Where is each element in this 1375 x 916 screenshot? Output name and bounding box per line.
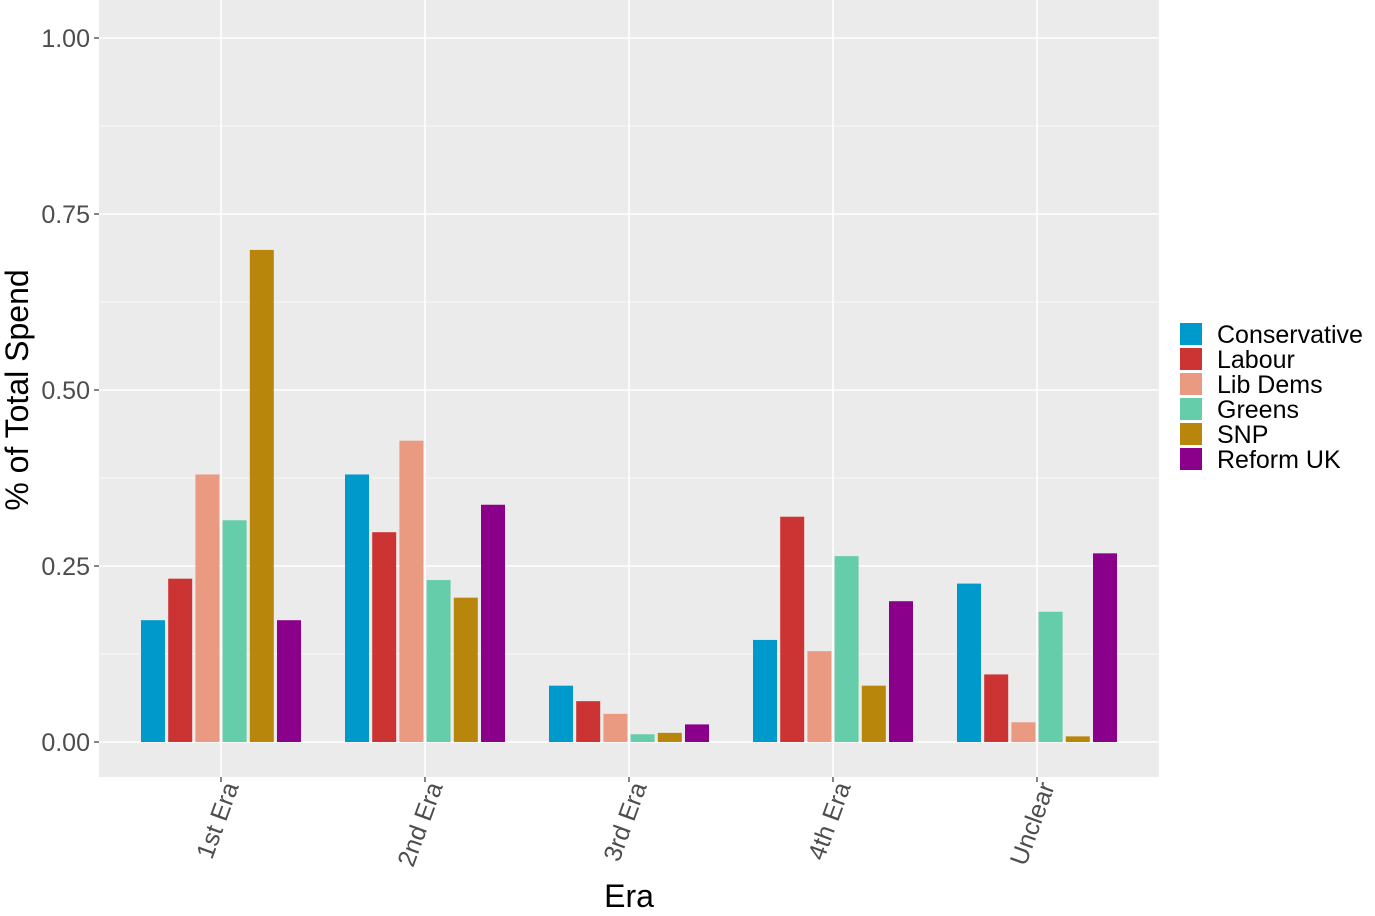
bar-greens-1st-era — [222, 520, 247, 742]
legend-label: Reform UK — [1217, 446, 1341, 474]
x-tick-label: 4th Era — [803, 778, 857, 863]
y-tick-label: 0.50 — [41, 377, 90, 405]
bar-greens-3rd-era — [630, 734, 655, 742]
y-tick-label: 0.25 — [41, 553, 90, 581]
y-tick-label: 0.75 — [41, 201, 90, 229]
bar-snp-4th-era — [861, 685, 886, 742]
bar-greens-2nd-era — [426, 580, 451, 742]
bar-lib-dems-3rd-era — [603, 713, 628, 742]
bars — [141, 249, 1117, 743]
y-axis: 0.00 0.25 0.50 0.75 1.00 — [41, 25, 99, 757]
legend-label: Conservative — [1217, 321, 1363, 349]
bar-lib-dems-1st-era — [195, 474, 220, 742]
y-tick-label: 0.00 — [41, 729, 90, 757]
bar-conservative-1st-era — [141, 620, 165, 742]
bar-snp-2nd-era — [453, 597, 478, 742]
grid-lines — [99, 0, 1159, 777]
bar-reform-uk-4th-era — [889, 601, 913, 742]
bar-snp-3rd-era — [657, 732, 682, 742]
bar-snp-unclear — [1065, 736, 1090, 742]
bar-labour-unclear — [984, 674, 1009, 742]
x-tick-label: 3rd Era — [598, 778, 652, 865]
legend-key-greens — [1180, 398, 1202, 420]
bar-reform-uk-3rd-era — [685, 724, 709, 742]
bar-reform-uk-2nd-era — [481, 504, 505, 742]
x-axis-title: Era — [604, 878, 654, 911]
x-tick-label: 1st Era — [191, 778, 244, 862]
bar-snp-1st-era — [249, 249, 274, 743]
legend-key-labour — [1180, 348, 1202, 370]
y-axis-title: % of Total Spend — [0, 269, 35, 510]
bar-reform-uk-1st-era — [277, 620, 301, 742]
bar-greens-unclear — [1038, 611, 1063, 742]
bar-reform-uk-unclear — [1093, 553, 1117, 742]
bar-conservative-4th-era — [753, 639, 777, 742]
bar-conservative-unclear — [957, 583, 981, 742]
legend-key-lib-dems — [1180, 373, 1202, 395]
legend-label: SNP — [1217, 421, 1268, 449]
y-tick-label: 1.00 — [41, 25, 90, 53]
x-axis: 1st Era 2nd Era 3rd Era 4th Era Unclear — [191, 777, 1061, 870]
legend-label: Greens — [1217, 396, 1299, 424]
bar-labour-3rd-era — [576, 701, 601, 742]
bar-conservative-2nd-era — [345, 474, 369, 742]
legend-label: Lib Dems — [1217, 371, 1323, 399]
bar-lib-dems-unclear — [1011, 722, 1036, 742]
bar-conservative-3rd-era — [549, 685, 573, 742]
legend-label: Labour — [1217, 346, 1295, 374]
legend-key-snp — [1180, 423, 1202, 445]
legend-key-reform-uk — [1180, 448, 1202, 470]
bar-labour-2nd-era — [372, 532, 397, 742]
x-tick-label: Unclear — [1005, 778, 1061, 869]
bar-lib-dems-2nd-era — [399, 440, 424, 742]
bar-labour-4th-era — [780, 516, 805, 742]
legend-key-conservative — [1180, 323, 1202, 345]
bar-greens-4th-era — [834, 556, 859, 742]
x-tick-label: 2nd Era — [392, 778, 448, 870]
bar-lib-dems-4th-era — [807, 651, 832, 742]
bar-labour-1st-era — [168, 578, 193, 742]
